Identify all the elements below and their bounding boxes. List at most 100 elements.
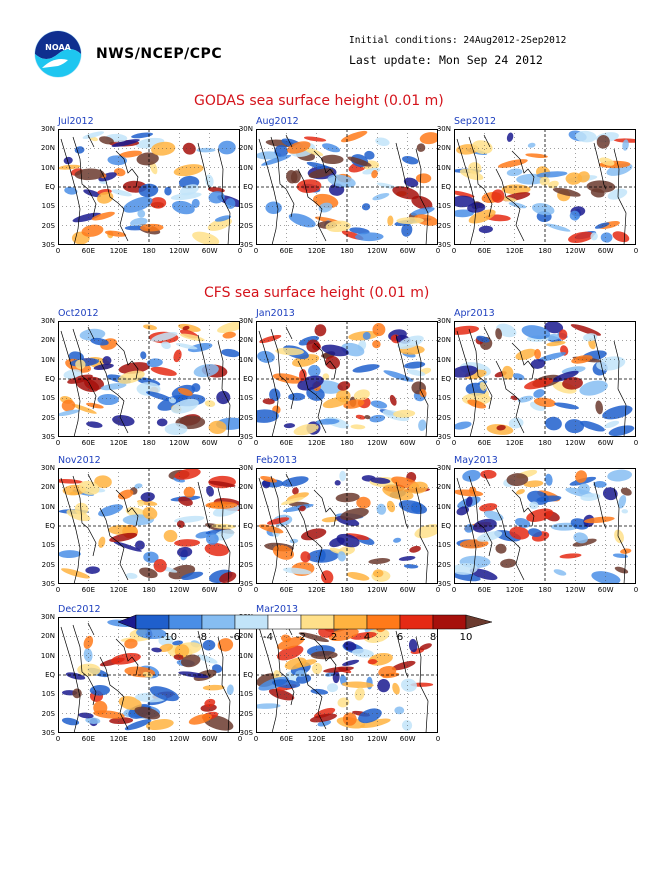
ssh-anomaly-field [454, 469, 633, 584]
lon-tick-label: 180 [142, 247, 156, 255]
colorbar-level-label: -6 [230, 632, 240, 643]
lon-tick-label: 0 [253, 735, 259, 743]
map-panel-feb2013 [256, 468, 438, 584]
agency-name: NWS/NCEP/CPC [96, 46, 223, 62]
ssh-anomaly-field [258, 470, 438, 584]
colorbar-level-label: -2 [296, 632, 306, 643]
coastline [258, 134, 429, 245]
coastline [60, 134, 231, 245]
map-panel-jan2013 [256, 321, 438, 437]
colorbar-swatch [300, 614, 335, 630]
ssh-anomaly-field [58, 468, 240, 584]
panel-label: Sep2012 [454, 116, 497, 127]
lat-tick-label: 30N [40, 613, 55, 621]
lon-tick-label: 120W [367, 439, 388, 447]
map-panel-oct2012 [58, 321, 240, 437]
godas-title: GODAS sea surface height (0.01 m) [194, 93, 444, 109]
lat-tick-label: 20S [239, 560, 253, 569]
noaa-logo: NOAA [34, 30, 82, 78]
lat-tick-label: 10S [239, 202, 253, 211]
colorbar-high-arrow [465, 614, 493, 630]
lat-tick-label: 30N [436, 125, 451, 133]
colorbar-swatch [267, 614, 302, 630]
lat-tick-label: 10S [239, 394, 253, 403]
lat-tick-label: 10S [437, 541, 451, 550]
lat-tick-label: 10N [40, 355, 55, 364]
lat-tick-label: 30S [437, 241, 451, 249]
lon-tick-label: 120E [505, 586, 524, 594]
ssh-anomaly-field [454, 130, 636, 244]
lat-tick-label: EQ [243, 671, 253, 679]
lon-tick-label: 60W [399, 439, 416, 447]
lat-tick-label: 30S [239, 241, 253, 249]
panel-label: Mar2013 [256, 604, 299, 615]
initial-conditions: Initial conditions: 24Aug2012-2Sep2012 [349, 35, 567, 46]
map-panel-jul2012 [58, 129, 240, 245]
lon-tick-label: 120E [307, 247, 326, 255]
lat-tick-label: 10S [239, 541, 253, 550]
last-update: Last update: Mon Sep 24 2012 [349, 53, 543, 67]
panel-label: Dec2012 [58, 604, 101, 615]
lat-tick-label: 20N [40, 632, 55, 641]
colorbar-level-label: 10 [460, 632, 473, 643]
lon-tick-label: 60W [201, 735, 218, 743]
lon-tick-label: 120E [307, 735, 326, 743]
colorbar-level-label: -8 [197, 632, 207, 643]
lat-tick-label: 10N [40, 502, 55, 511]
lat-tick-label: 10N [40, 163, 55, 172]
lat-tick-label: 20S [239, 709, 253, 718]
lat-tick-label: 10S [41, 541, 55, 550]
lon-tick-label: 0 [633, 439, 639, 447]
lon-tick-label: 120E [505, 439, 524, 447]
map-panel-apr2013 [454, 321, 636, 437]
ssh-anomaly-field [454, 321, 635, 436]
lon-tick-label: 120W [169, 735, 190, 743]
colorbar-level-label: 8 [430, 632, 436, 643]
lon-tick-label: 60E [279, 735, 293, 743]
lat-tick-label: 30S [437, 580, 451, 588]
lon-tick-label: 180 [142, 735, 156, 743]
lon-tick-label: 120W [169, 586, 190, 594]
lat-tick-label: 30N [40, 317, 55, 325]
lat-tick-label: 30N [238, 317, 253, 325]
panel-label: Oct2012 [58, 308, 99, 319]
lat-tick-label: 30N [40, 464, 55, 472]
lon-tick-label: 60W [201, 439, 218, 447]
colorbar-swatch [168, 614, 203, 630]
lat-tick-label: 30N [436, 317, 451, 325]
lat-tick-label: 30N [238, 464, 253, 472]
coastline [456, 134, 627, 245]
lon-tick-label: 180 [142, 586, 156, 594]
colorbar-swatch [366, 614, 401, 630]
lon-tick-label: 0 [451, 247, 457, 255]
ssh-anomaly-field [61, 619, 234, 731]
lat-tick-label: 30S [41, 729, 55, 737]
lon-tick-label: 60E [477, 247, 491, 255]
lon-tick-label: 60W [399, 586, 416, 594]
map-panel-may2013 [454, 468, 636, 584]
lat-tick-label: EQ [45, 375, 55, 383]
lon-tick-label: 180 [340, 247, 354, 255]
lon-tick-label: 60W [597, 439, 614, 447]
lon-tick-label: 120W [169, 439, 190, 447]
colorbar-swatch [399, 614, 434, 630]
lat-tick-label: 20S [239, 413, 253, 422]
lon-tick-label: 180 [538, 439, 552, 447]
lat-tick-label: 10N [238, 651, 253, 660]
lon-tick-label: 180 [340, 439, 354, 447]
ssh-anomaly-field [58, 321, 240, 436]
lat-tick-label: EQ [441, 183, 451, 191]
colorbar-level-label: 6 [397, 632, 403, 643]
lon-tick-label: 180 [142, 439, 156, 447]
colorbar-swatch [201, 614, 236, 630]
coastline [60, 326, 231, 437]
coastline [60, 622, 231, 733]
lon-tick-label: 60E [477, 586, 491, 594]
lon-tick-label: 0 [633, 247, 639, 255]
lat-tick-label: 10S [41, 202, 55, 211]
lon-tick-label: 60W [399, 247, 416, 255]
lon-tick-label: 120W [367, 586, 388, 594]
lon-tick-label: 120E [307, 439, 326, 447]
panel-label: Feb2013 [256, 455, 297, 466]
lon-tick-label: 180 [340, 735, 354, 743]
